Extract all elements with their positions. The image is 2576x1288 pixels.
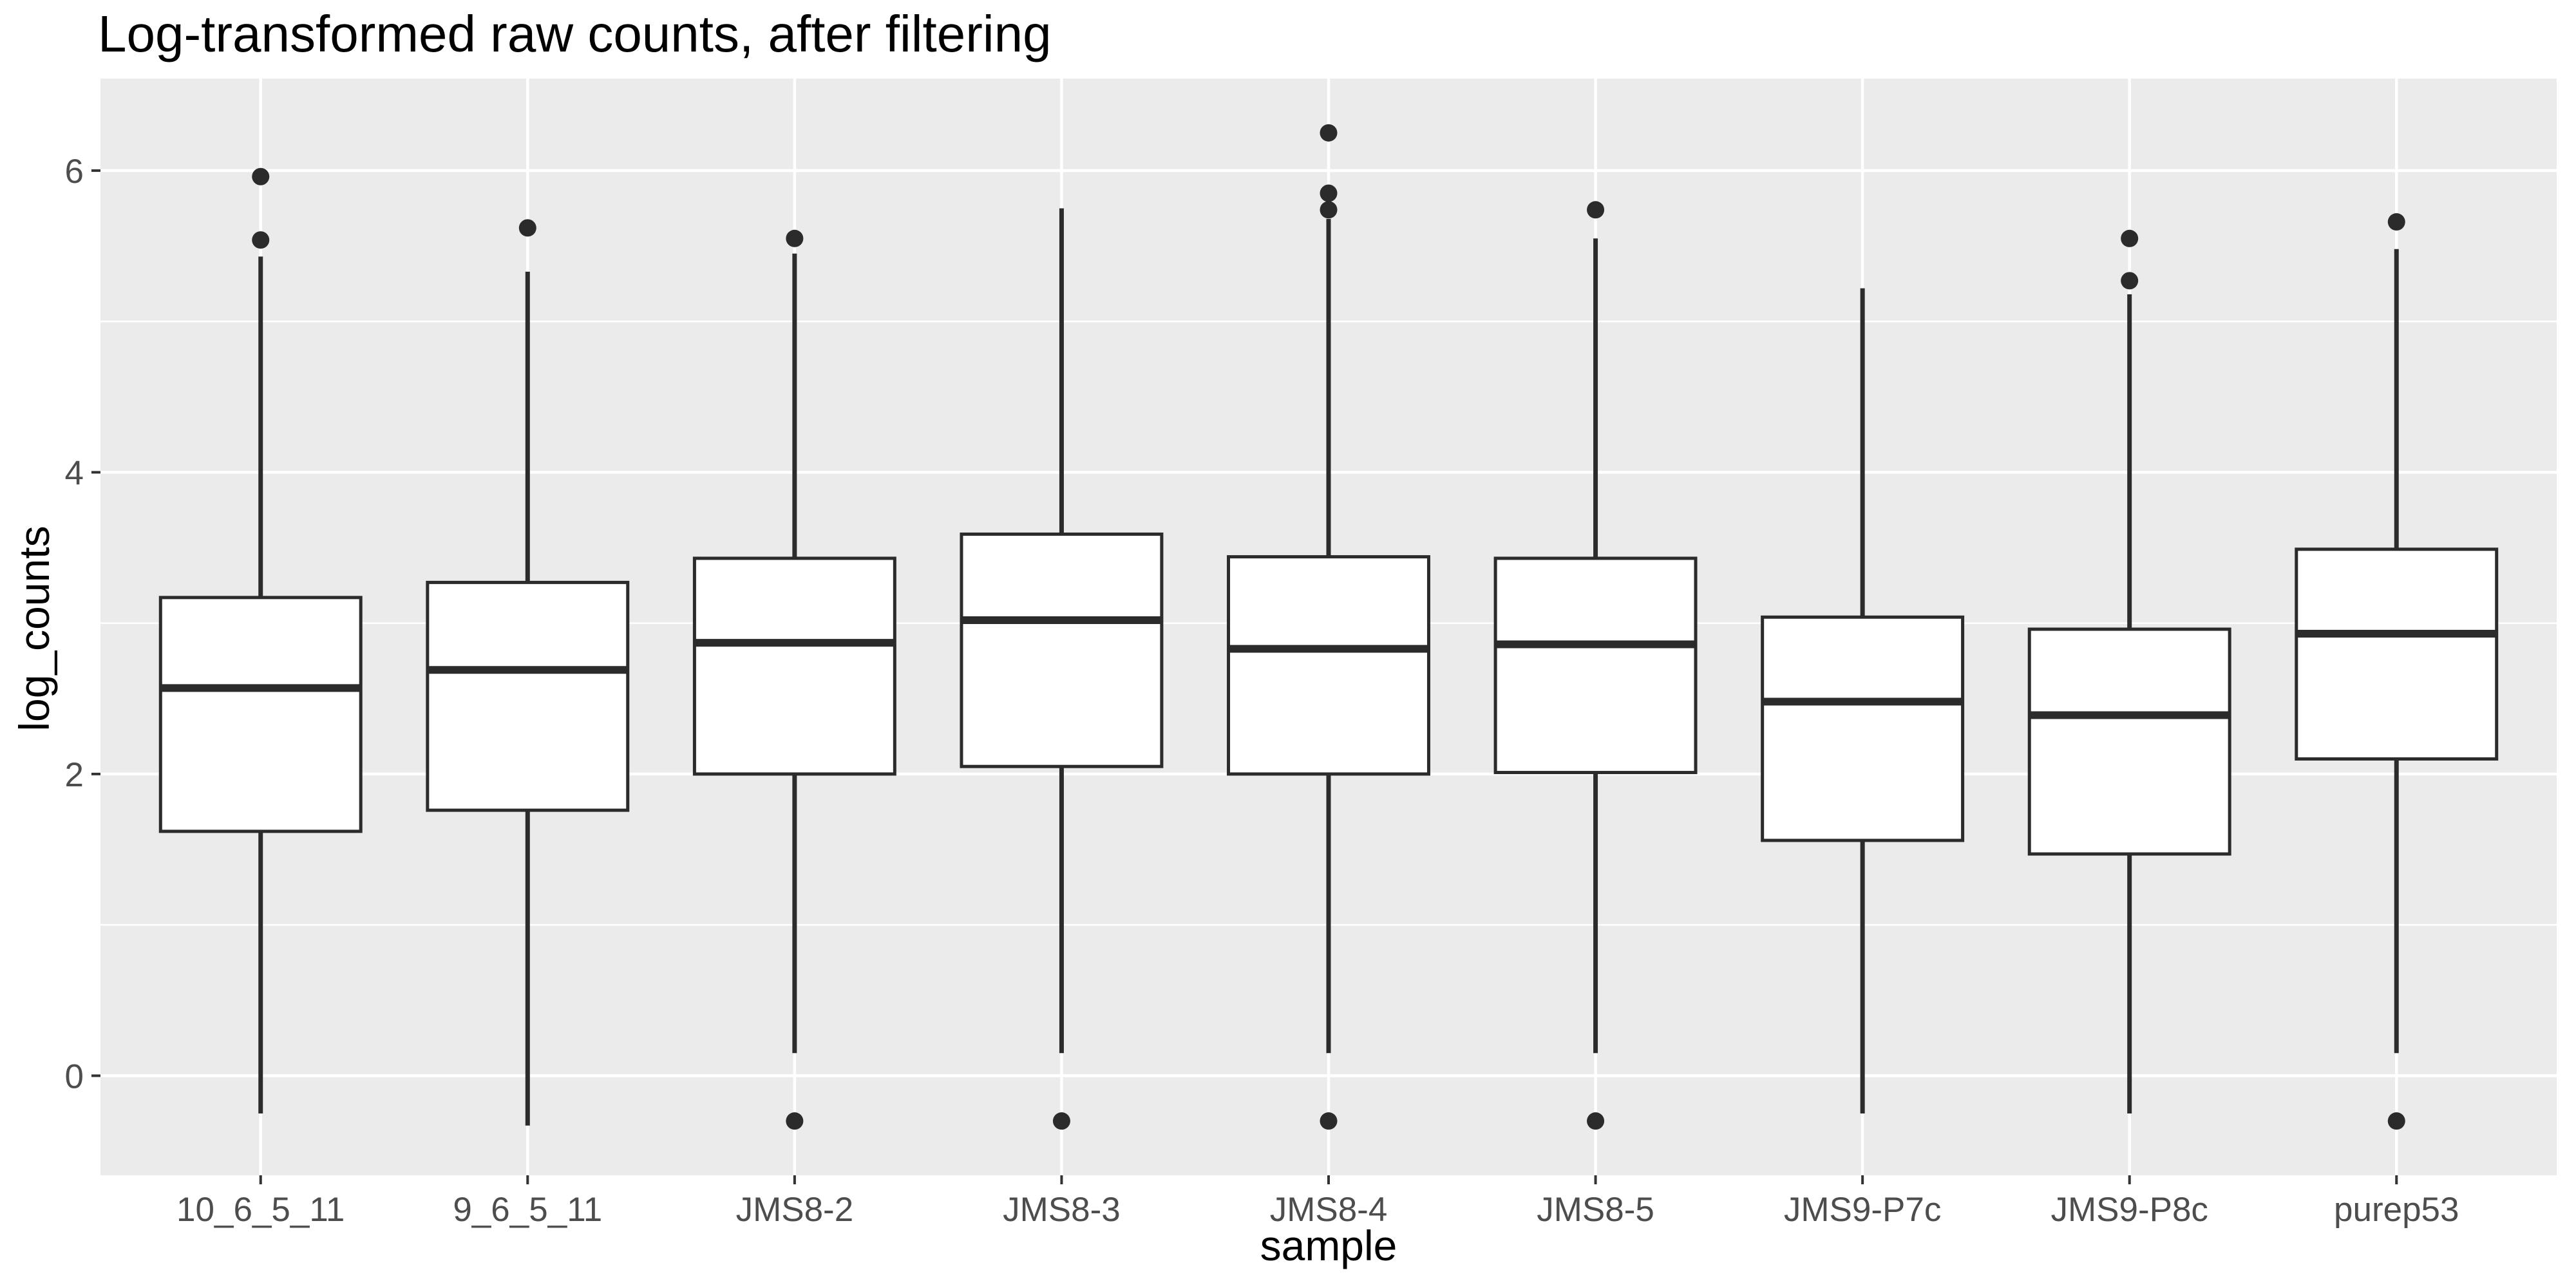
y-axis-title: log_counts [10,526,58,731]
plot-panel [100,79,2557,1175]
iqr-box [1227,555,1430,776]
iqr-box [2295,547,2499,761]
outlier-point [252,167,270,185]
x-tick-label-JMS9-P8c: JMS9-P8c [2050,1191,2208,1229]
boxplot-10_6_5_11 [158,167,363,1113]
x-tick-label-JMS8-2: JMS8-2 [736,1191,854,1229]
outlier-point [2387,1112,2405,1130]
y-tick-label-4: 4 [65,454,84,492]
x-axis-title: sample [1260,1222,1397,1269]
outlier-point [518,219,536,237]
boxplot-purep53 [2295,213,2499,1130]
outlier-point [2387,213,2405,231]
iqr-box [426,580,630,812]
x-tick-label-JMS8-3: JMS8-3 [1003,1191,1121,1229]
outlier-point [252,231,270,249]
iqr-box [1493,556,1698,775]
y-tick-label-6: 6 [65,153,84,191]
x-tick-label-JMS8-4: JMS8-4 [1270,1191,1388,1229]
x-tick-label-JMS9-P7c: JMS9-P7c [1784,1191,1941,1229]
outlier-point [1320,124,1338,142]
outlier-point [1587,201,1605,219]
x-tick-label-10_6_5_11: 10_6_5_11 [176,1191,345,1229]
x-tick-label-9_6_5_11: 9_6_5_11 [453,1191,602,1229]
iqr-box [158,596,363,833]
boxplot-9_6_5_11 [426,219,630,1126]
outlier-point [1052,1112,1070,1130]
outlier-point [786,1112,804,1130]
axes: 0 2 4 6 10_6_5_11 9_6_5_11 JMS8-2 JMS8-3 JMS8-4 J… [65,153,2459,1229]
iqr-box [1761,615,1965,842]
boxplot-JMS8-4 [1227,124,1430,1130]
boxplot-JMS9-P7c [1761,288,1965,1113]
iqr-box [960,532,1164,768]
outlier-point [2121,229,2139,247]
x-tick-label-JMS8-5: JMS8-5 [1537,1191,1654,1229]
iqr-box [692,556,896,776]
y-tick-label-0: 0 [65,1057,84,1095]
boxplot-JMS8-2 [692,229,896,1130]
outlier-point [786,229,804,247]
outlier-point [1587,1112,1605,1130]
boxplot-JMS9-P8c [2027,229,2231,1113]
boxplot-JMS8-5 [1493,201,1698,1130]
plot-title: Log-transformed raw counts, after filter… [98,5,1052,62]
outlier-point [1320,184,1338,202]
outlier-point [2121,272,2139,290]
x-tick-label-purep53: purep53 [2334,1191,2459,1229]
boxplot-JMS8-3 [960,208,1164,1130]
outlier-point [1320,1112,1338,1130]
y-tick-label-2: 2 [65,756,84,794]
outlier-point [1320,201,1338,219]
iqr-box [2027,627,2231,856]
